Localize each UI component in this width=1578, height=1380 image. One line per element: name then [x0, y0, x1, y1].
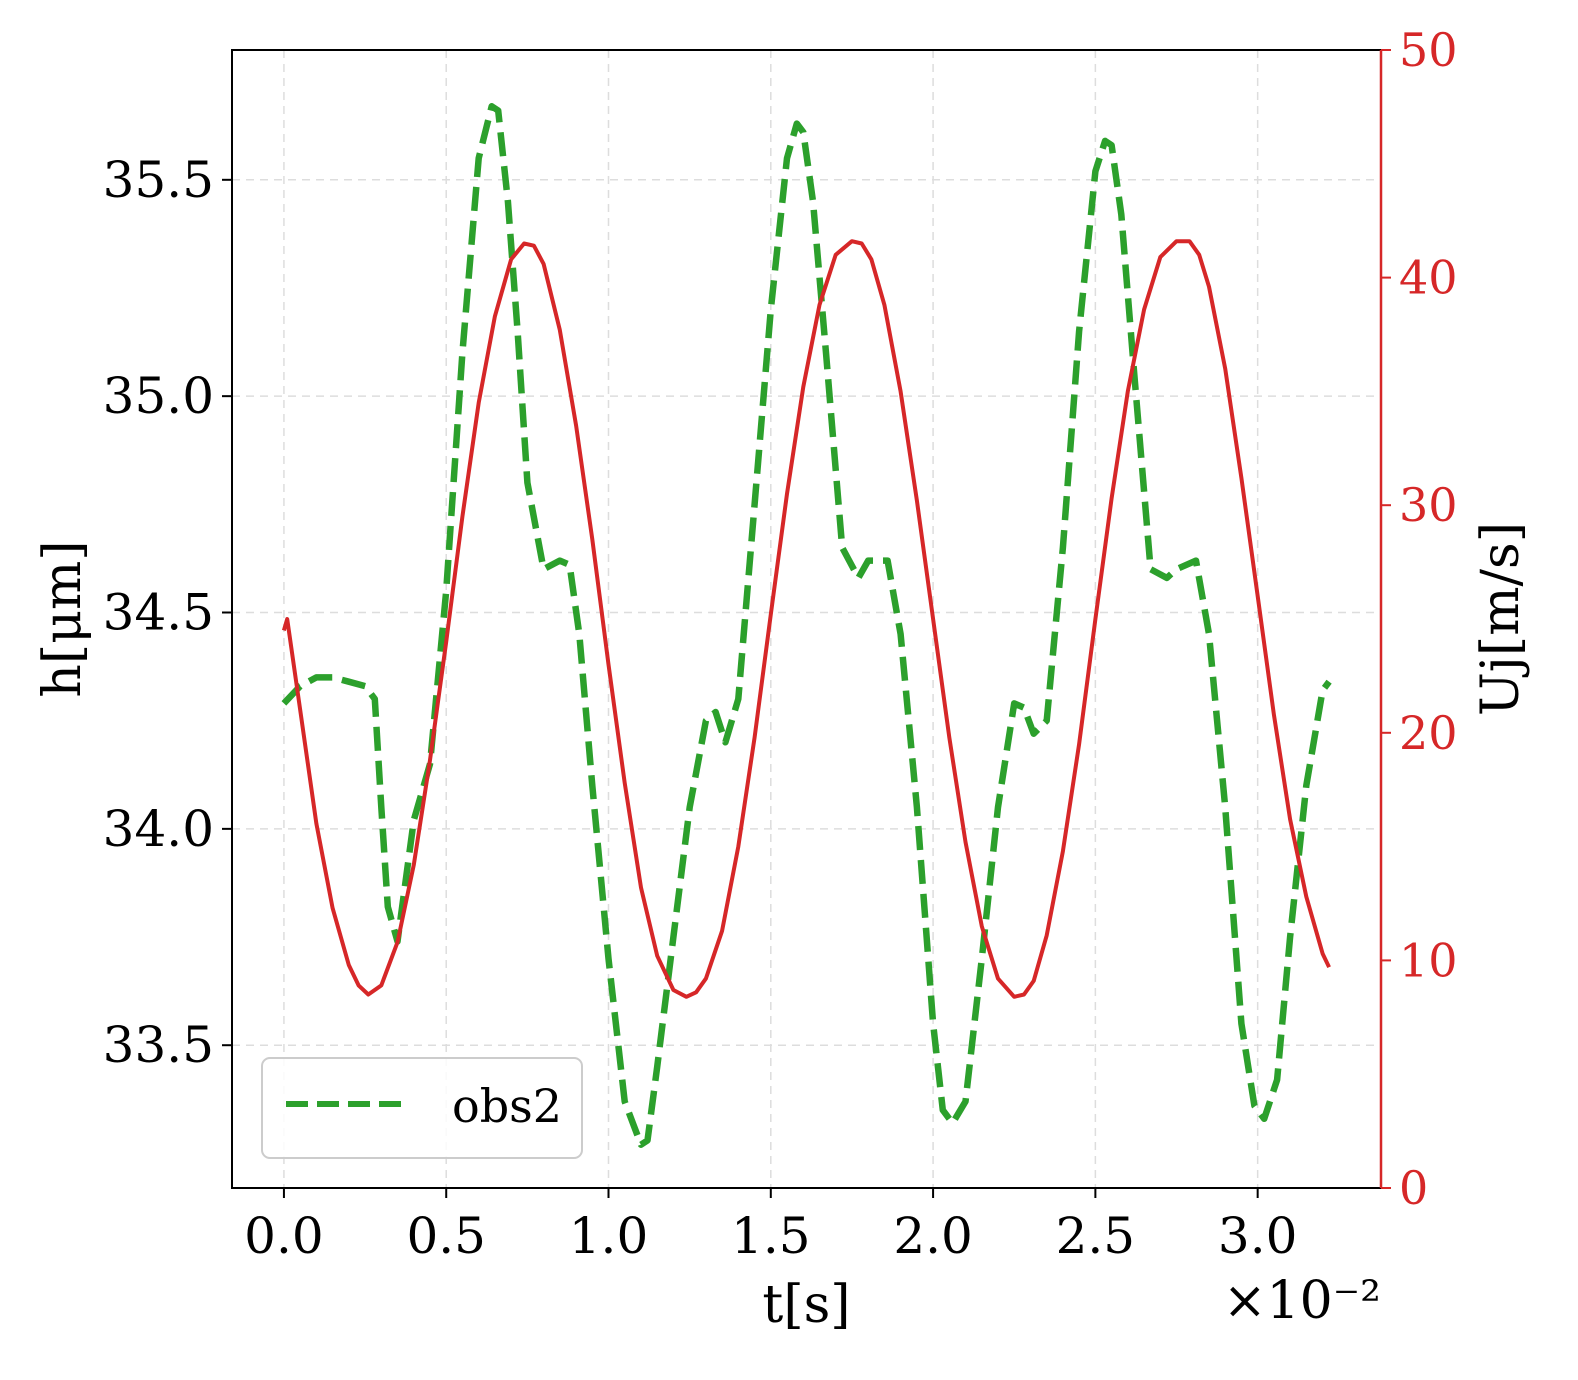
series-line-obs2: [281, 103, 1332, 1148]
x-axis: 0.0 0.5 1.0 1.5 2.0 2.5 3.0: [244, 1188, 1297, 1265]
series-line-uj: [281, 239, 1331, 999]
legend-label-obs2: obs2: [452, 1079, 562, 1133]
x-tick-label: 3.0: [1218, 1207, 1298, 1265]
y-left-tick-label: 35.0: [103, 367, 214, 425]
x-tick-label: 2.5: [1056, 1207, 1136, 1265]
x-axis-multiplier: ×10⁻²: [1223, 1271, 1381, 1331]
y-right-tick-label: 20: [1399, 706, 1458, 760]
y-axis-right-label: Uj[m/s]: [1471, 522, 1531, 716]
y-left-tick-label: 34.5: [103, 584, 214, 642]
x-tick-label: 2.0: [893, 1207, 973, 1265]
y-right-tick-label: 40: [1399, 251, 1458, 305]
y-left-tick-label: 34.0: [103, 800, 214, 858]
y-axis-left: 33.5 34.0 34.5 35.0 35.5: [103, 151, 232, 1074]
x-axis-label: t[s]: [762, 1275, 850, 1335]
y-right-tick-label: 30: [1399, 478, 1458, 532]
plot-area: [281, 103, 1332, 1148]
legend: obs2: [261, 1057, 583, 1159]
y-axis-right: 0 10 20 30 40 50: [1379, 23, 1458, 1215]
grid: [232, 50, 1381, 1188]
x-tick-label: 1.0: [569, 1207, 649, 1265]
y-axis-left-label: h[μm]: [33, 540, 93, 697]
x-tick-label: 0.0: [244, 1207, 324, 1265]
y-right-tick-label: 0: [1399, 1161, 1428, 1215]
legend-box: [261, 1057, 583, 1159]
y-left-tick-label: 33.5: [103, 1016, 214, 1074]
y-right-tick-label: 50: [1399, 23, 1458, 77]
y-left-tick-label: 35.5: [103, 151, 214, 209]
y-right-tick-label: 10: [1399, 933, 1458, 987]
x-tick-label: 1.5: [731, 1207, 811, 1265]
x-tick-label: 0.5: [406, 1207, 486, 1265]
